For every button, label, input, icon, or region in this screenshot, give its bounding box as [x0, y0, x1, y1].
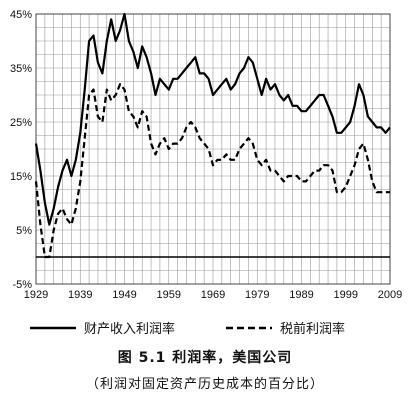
legend-item-dashed: 税前利润率	[226, 318, 345, 337]
legend: 财产收入利润率 税前利润率	[0, 318, 410, 342]
legend-label-pretax-profit-rate: 税前利润率	[280, 322, 346, 337]
x-tick-label: 2009	[378, 289, 402, 300]
x-tick-label: 1999	[334, 289, 358, 300]
series-line-property-income-rate	[34, 12, 391, 226]
y-tick-label: -5%	[12, 279, 32, 291]
x-tick-label: 1939	[68, 289, 92, 300]
chart-area: -5% 5% 15% 25% 35% 45% 1929 1939 1949 1959 1969 197…	[10, 9, 402, 300]
x-tick-label: 1959	[157, 289, 181, 300]
profit-rate-line-chart: -5% 5% 15% 25% 35% 45% 1929 1939 1949 1959 1969 197…	[10, 9, 402, 300]
legend-label-property-income-rate: 财产收入利润率	[84, 322, 176, 337]
x-tick-label: 1949	[112, 289, 136, 300]
figure-caption-title: 图 5.1 利润率，美国公司	[117, 350, 293, 366]
x-tick-label: 1929	[24, 289, 48, 300]
y-tick-label: 15%	[10, 171, 32, 183]
series-layer	[34, 12, 391, 259]
legend-item-solid: 财产收入利润率	[30, 318, 175, 337]
y-tick-label: 25%	[10, 117, 32, 129]
x-tick-label: 1969	[201, 289, 225, 300]
legend-dashed-line-icon	[226, 326, 272, 329]
grid-layer	[35, 13, 391, 285]
y-tick-label: 5%	[16, 225, 32, 237]
y-tick-label: 45%	[10, 9, 32, 21]
series-line-pretax-profit-rate	[34, 83, 390, 259]
figure-caption-subtitle: （利润对固定资产历史成本的百分比）	[85, 377, 324, 392]
tick-label-layer: -5% 5% 15% 25% 35% 45% 1929 1939 1949 1959 1969 197…	[10, 9, 402, 300]
legend-solid-line-icon	[30, 326, 76, 329]
x-tick-label: 1979	[245, 289, 269, 300]
y-tick-label: 35%	[10, 63, 32, 75]
x-tick-label: 1989	[289, 289, 313, 300]
